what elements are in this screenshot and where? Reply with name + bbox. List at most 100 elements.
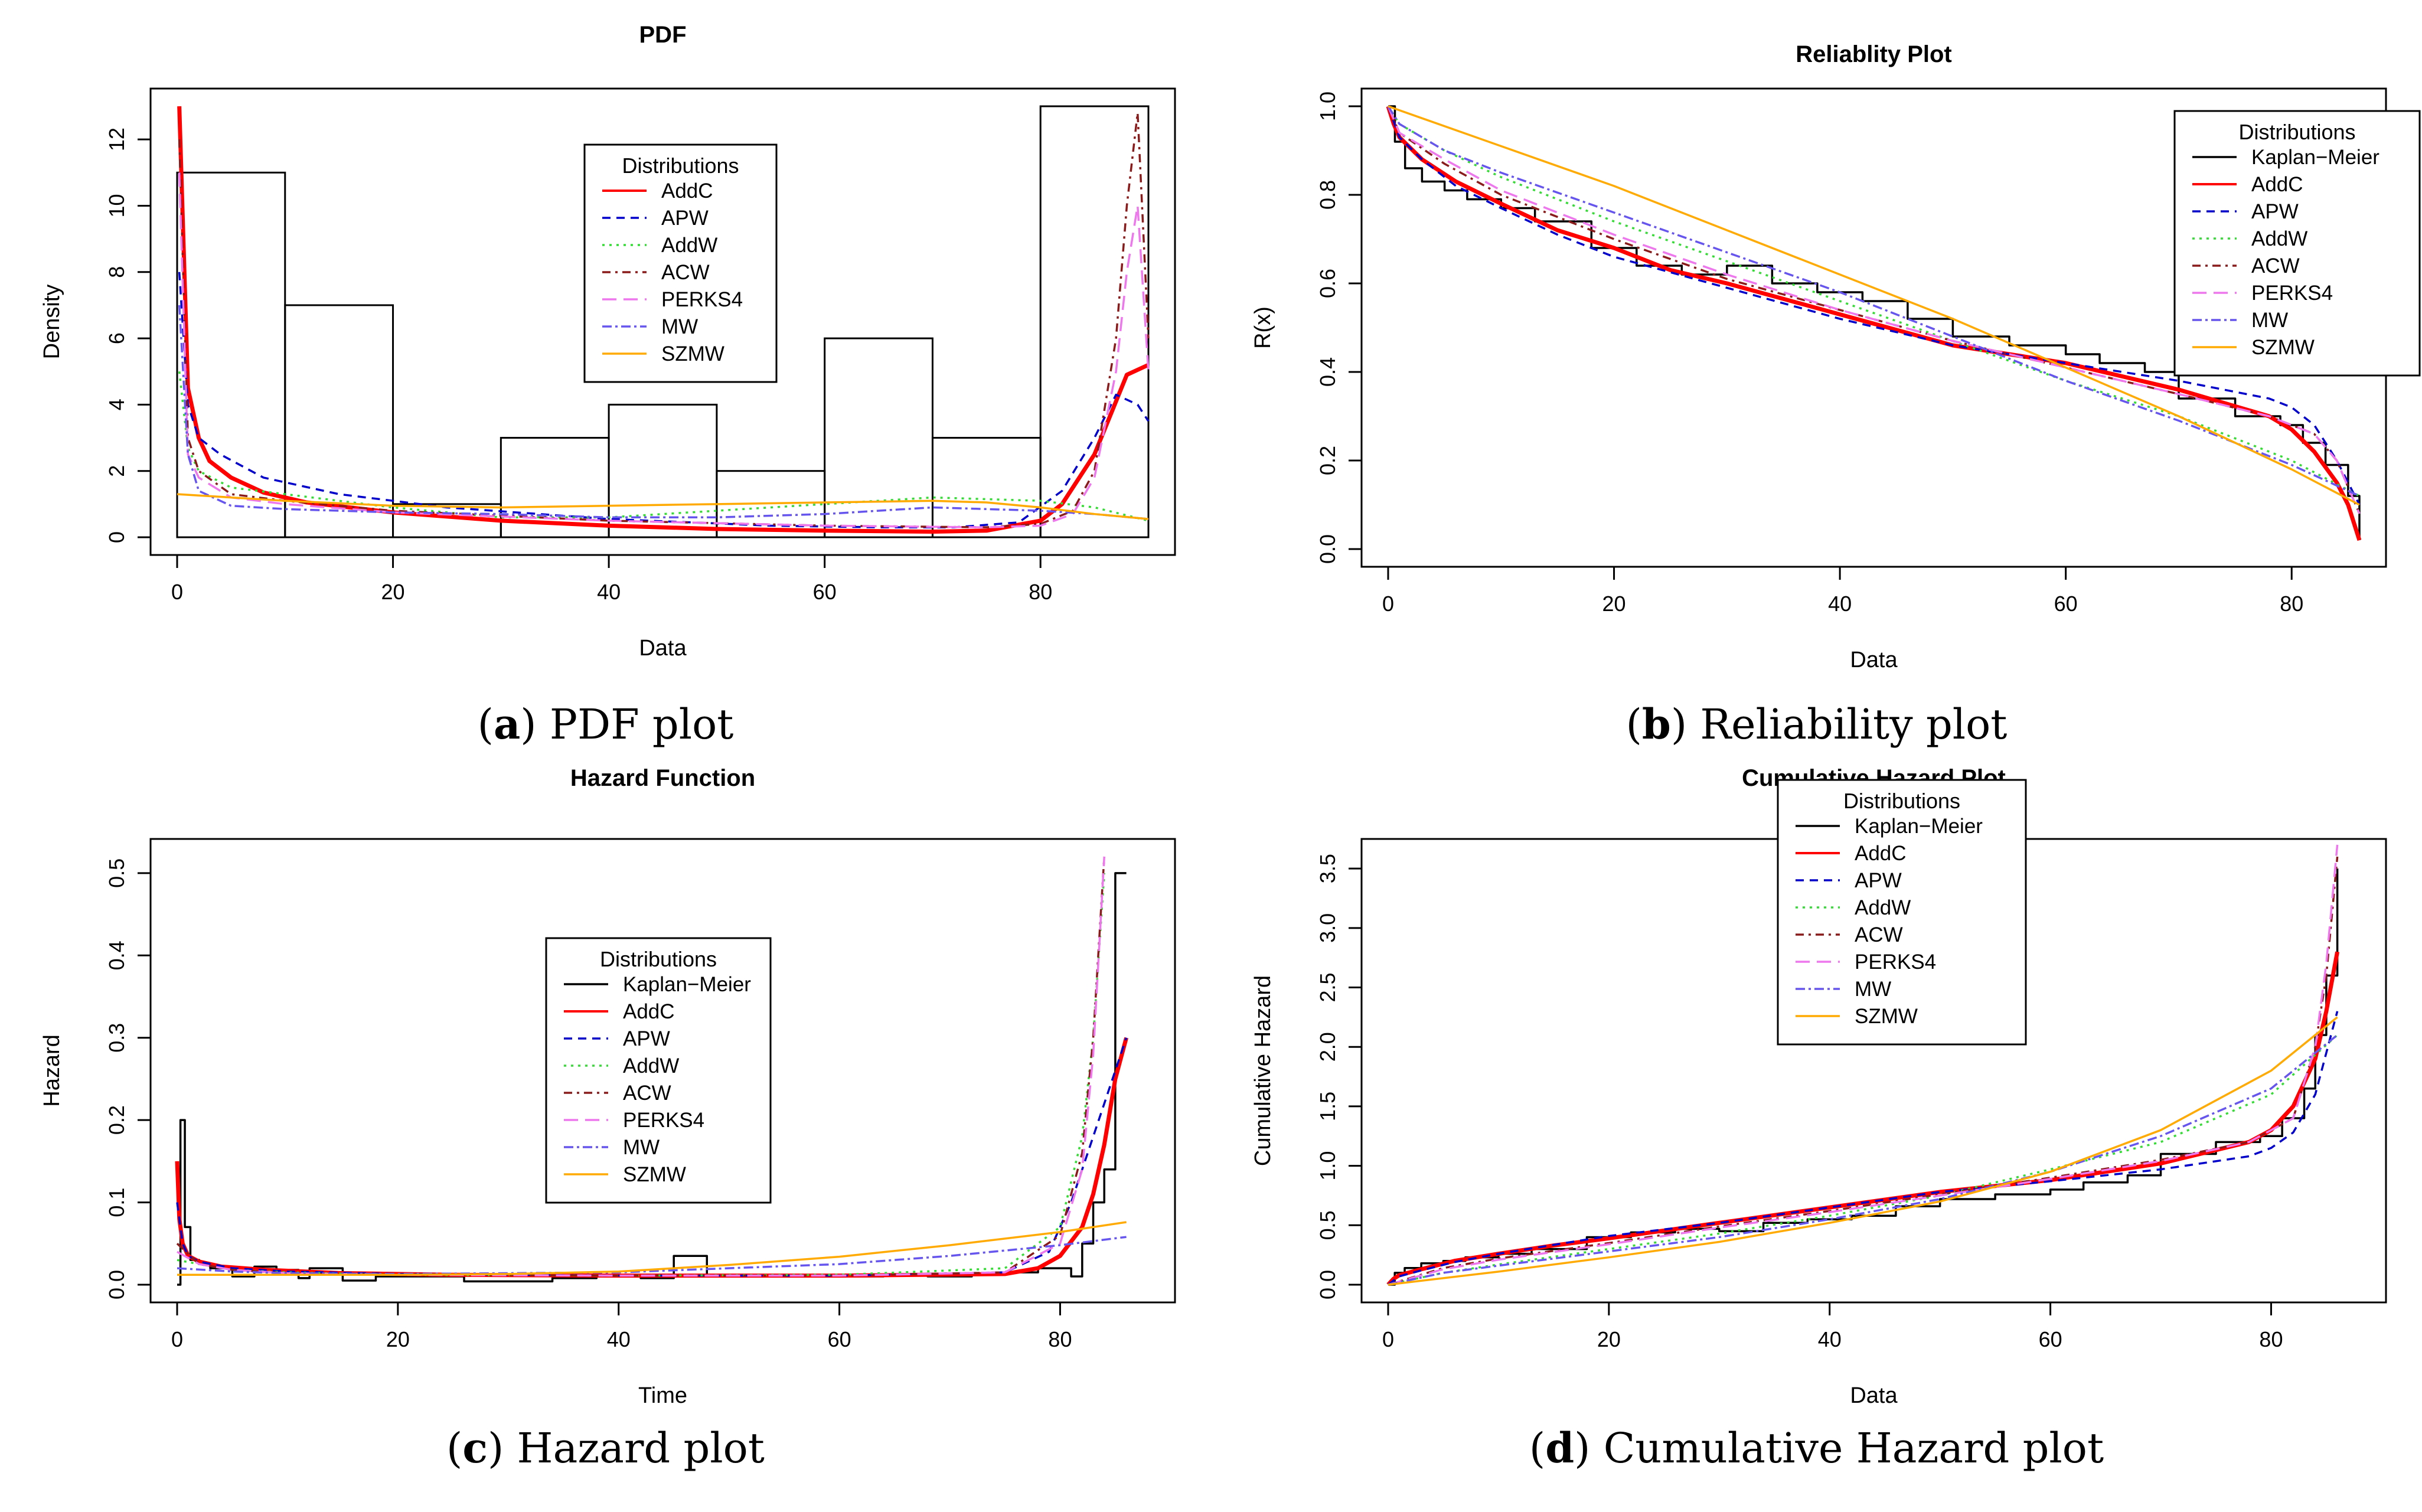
- y-axis-label: Cumulative Hazard: [1251, 975, 1275, 1166]
- y-tick-label: 8: [105, 266, 129, 278]
- y-tick-label: 1.5: [1316, 1092, 1340, 1121]
- legend-entry: AddC: [623, 1000, 675, 1023]
- x-tick-label: 80: [2280, 592, 2303, 616]
- y-tick-label: 0.2: [105, 1105, 129, 1135]
- x-tick-label: 40: [597, 580, 621, 604]
- chart-pdf: PDF 0 20 40 60 80 0 2 4 6 8 10 12 Data Density Distribu…: [40, 22, 1176, 661]
- x-tick-label: 0: [171, 580, 183, 604]
- y-tick-label: 12: [105, 128, 129, 151]
- legend-entry: MW: [661, 315, 698, 338]
- y-tick-label: 0.5: [105, 858, 129, 888]
- legend-entry: AddW: [2251, 227, 2307, 250]
- y-tick-label: 2.5: [1316, 973, 1340, 1002]
- legend-entry: MW: [623, 1136, 660, 1159]
- x-tick-label: 60: [813, 580, 837, 604]
- x-tick-label: 0: [1382, 1327, 1394, 1351]
- legend-entry: SZMW: [661, 342, 724, 365]
- x-tick-label: 20: [386, 1327, 410, 1351]
- series-line-szmw: [177, 493, 1149, 520]
- series-line-szmw: [1388, 1016, 2338, 1286]
- y-tick-label: 0: [105, 531, 129, 543]
- y-tick-label: 0.0: [1316, 534, 1340, 564]
- y-tick-label: 0.0: [1316, 1270, 1340, 1299]
- y-tick-label: 4: [105, 399, 129, 410]
- x-axis-label: Data: [1850, 1383, 1898, 1408]
- x-tick-label: 40: [607, 1327, 631, 1351]
- x-axis-label: Data: [1850, 648, 1898, 672]
- x-tick-label: 80: [1029, 580, 1052, 604]
- legend-title: Distributions: [1843, 789, 1960, 813]
- panel-b: Reliablity Plot 0 20 40 60 80 0.0 0.2 0.4 0.6 0.8 1…: [1211, 0, 2422, 749]
- series-line-apw: [1387, 1011, 2339, 1286]
- legend-entry: ACW: [623, 1082, 671, 1105]
- x-tick-label: 40: [1828, 592, 1852, 616]
- legend-box: [583, 143, 778, 383]
- x-tick-label: 20: [1602, 592, 1626, 616]
- series-line-apw: [1387, 106, 2361, 505]
- y-tick-label: 1.0: [1316, 1151, 1340, 1181]
- legend-entry: PERKS4: [661, 288, 743, 311]
- chart-title: PDF: [639, 22, 687, 48]
- x-tick-label: 60: [828, 1327, 851, 1351]
- legend-entry: ACW: [1855, 923, 1903, 946]
- series-line-addw: [1388, 1034, 2338, 1286]
- panel-a: PDF 0 20 40 60 80 0 2 4 6 8 10 12 Data Density Distribu…: [0, 0, 1211, 749]
- legend-entry: AddC: [2251, 173, 2303, 196]
- y-tick-label: 0.2: [1316, 446, 1340, 475]
- legend-entry: SZMW: [1855, 1005, 1918, 1028]
- series-line-perks4: [178, 172, 1150, 528]
- caption-d: (d) Cumulative Hazard plot: [1529, 1423, 2104, 1472]
- y-tick-label: 0.4: [1316, 357, 1340, 387]
- legend-entry: APW: [623, 1027, 670, 1050]
- histogram-bar: [608, 403, 718, 538]
- panel-c: Hazard Function 0 20 40 60 80 0.0 0.1 0.2 0.3 0.4 0…: [0, 756, 1211, 1512]
- x-tick-label: 40: [1818, 1327, 1842, 1351]
- y-tick-label: 3.0: [1316, 913, 1340, 943]
- chart-hazard: Hazard Function 0 20 40 60 80 0.0 0.1 0.2 0.3 0.4 0…: [40, 765, 1176, 1408]
- y-axis-label: Hazard: [40, 1034, 64, 1107]
- legend-entry: Kaplan−Meier: [1855, 815, 1983, 838]
- legend-box: [545, 937, 772, 1204]
- legend-box: [1777, 779, 2027, 1046]
- y-tick-label: 3.5: [1316, 854, 1340, 883]
- legend-entry: AddW: [623, 1054, 679, 1077]
- legend-title: Distributions: [600, 947, 717, 971]
- legend-box: [2173, 110, 2421, 377]
- legend-entry: AddC: [1855, 842, 1907, 865]
- series-line-perks4: [1388, 844, 2339, 1286]
- y-tick-label: 2: [105, 465, 129, 477]
- y-axis-label: R(x): [1251, 306, 1275, 349]
- legend-entry: APW: [661, 207, 709, 230]
- y-tick-label: 0.1: [105, 1188, 129, 1217]
- chart-title: Hazard Function: [570, 765, 755, 791]
- legend-entry: APW: [1855, 869, 1902, 892]
- caption-a: (a) PDF plot: [477, 700, 734, 749]
- x-tick-label: 0: [171, 1327, 183, 1351]
- series-line-mw: [1387, 106, 2360, 497]
- x-tick-label: 60: [2054, 592, 2078, 616]
- x-tick-label: 20: [381, 580, 405, 604]
- legend-entry: Kaplan−Meier: [623, 973, 751, 996]
- y-tick-label: 0.3: [105, 1023, 129, 1053]
- y-tick-label: 0.8: [1316, 180, 1340, 210]
- caption-c: (c) Hazard plot: [446, 1423, 765, 1472]
- y-tick-label: 6: [105, 332, 129, 344]
- series-line-addc: [1386, 951, 2340, 1286]
- histogram-bar: [284, 304, 394, 538]
- x-tick-label: 20: [1597, 1327, 1621, 1351]
- y-tick-label: 0.4: [105, 940, 129, 970]
- legend-entry: MW: [1855, 978, 1891, 1001]
- histogram-bar: [176, 171, 286, 538]
- x-tick-label: 0: [1382, 592, 1394, 616]
- caption-b: (b) Reliability plot: [1625, 700, 2008, 749]
- legend-entry: Kaplan−Meier: [2251, 146, 2379, 169]
- series-line-perks4: [177, 856, 1105, 1277]
- y-tick-label: 0.6: [1316, 269, 1340, 298]
- y-tick-label: 2.0: [1316, 1032, 1340, 1062]
- legend-entry: ACW: [661, 261, 710, 284]
- legend-title: Distributions: [2238, 120, 2355, 144]
- x-tick-label: 80: [2259, 1327, 2283, 1351]
- series-line-mw: [178, 305, 1149, 520]
- y-tick-label: 0.0: [105, 1270, 129, 1299]
- series-line-addw: [178, 371, 1149, 522]
